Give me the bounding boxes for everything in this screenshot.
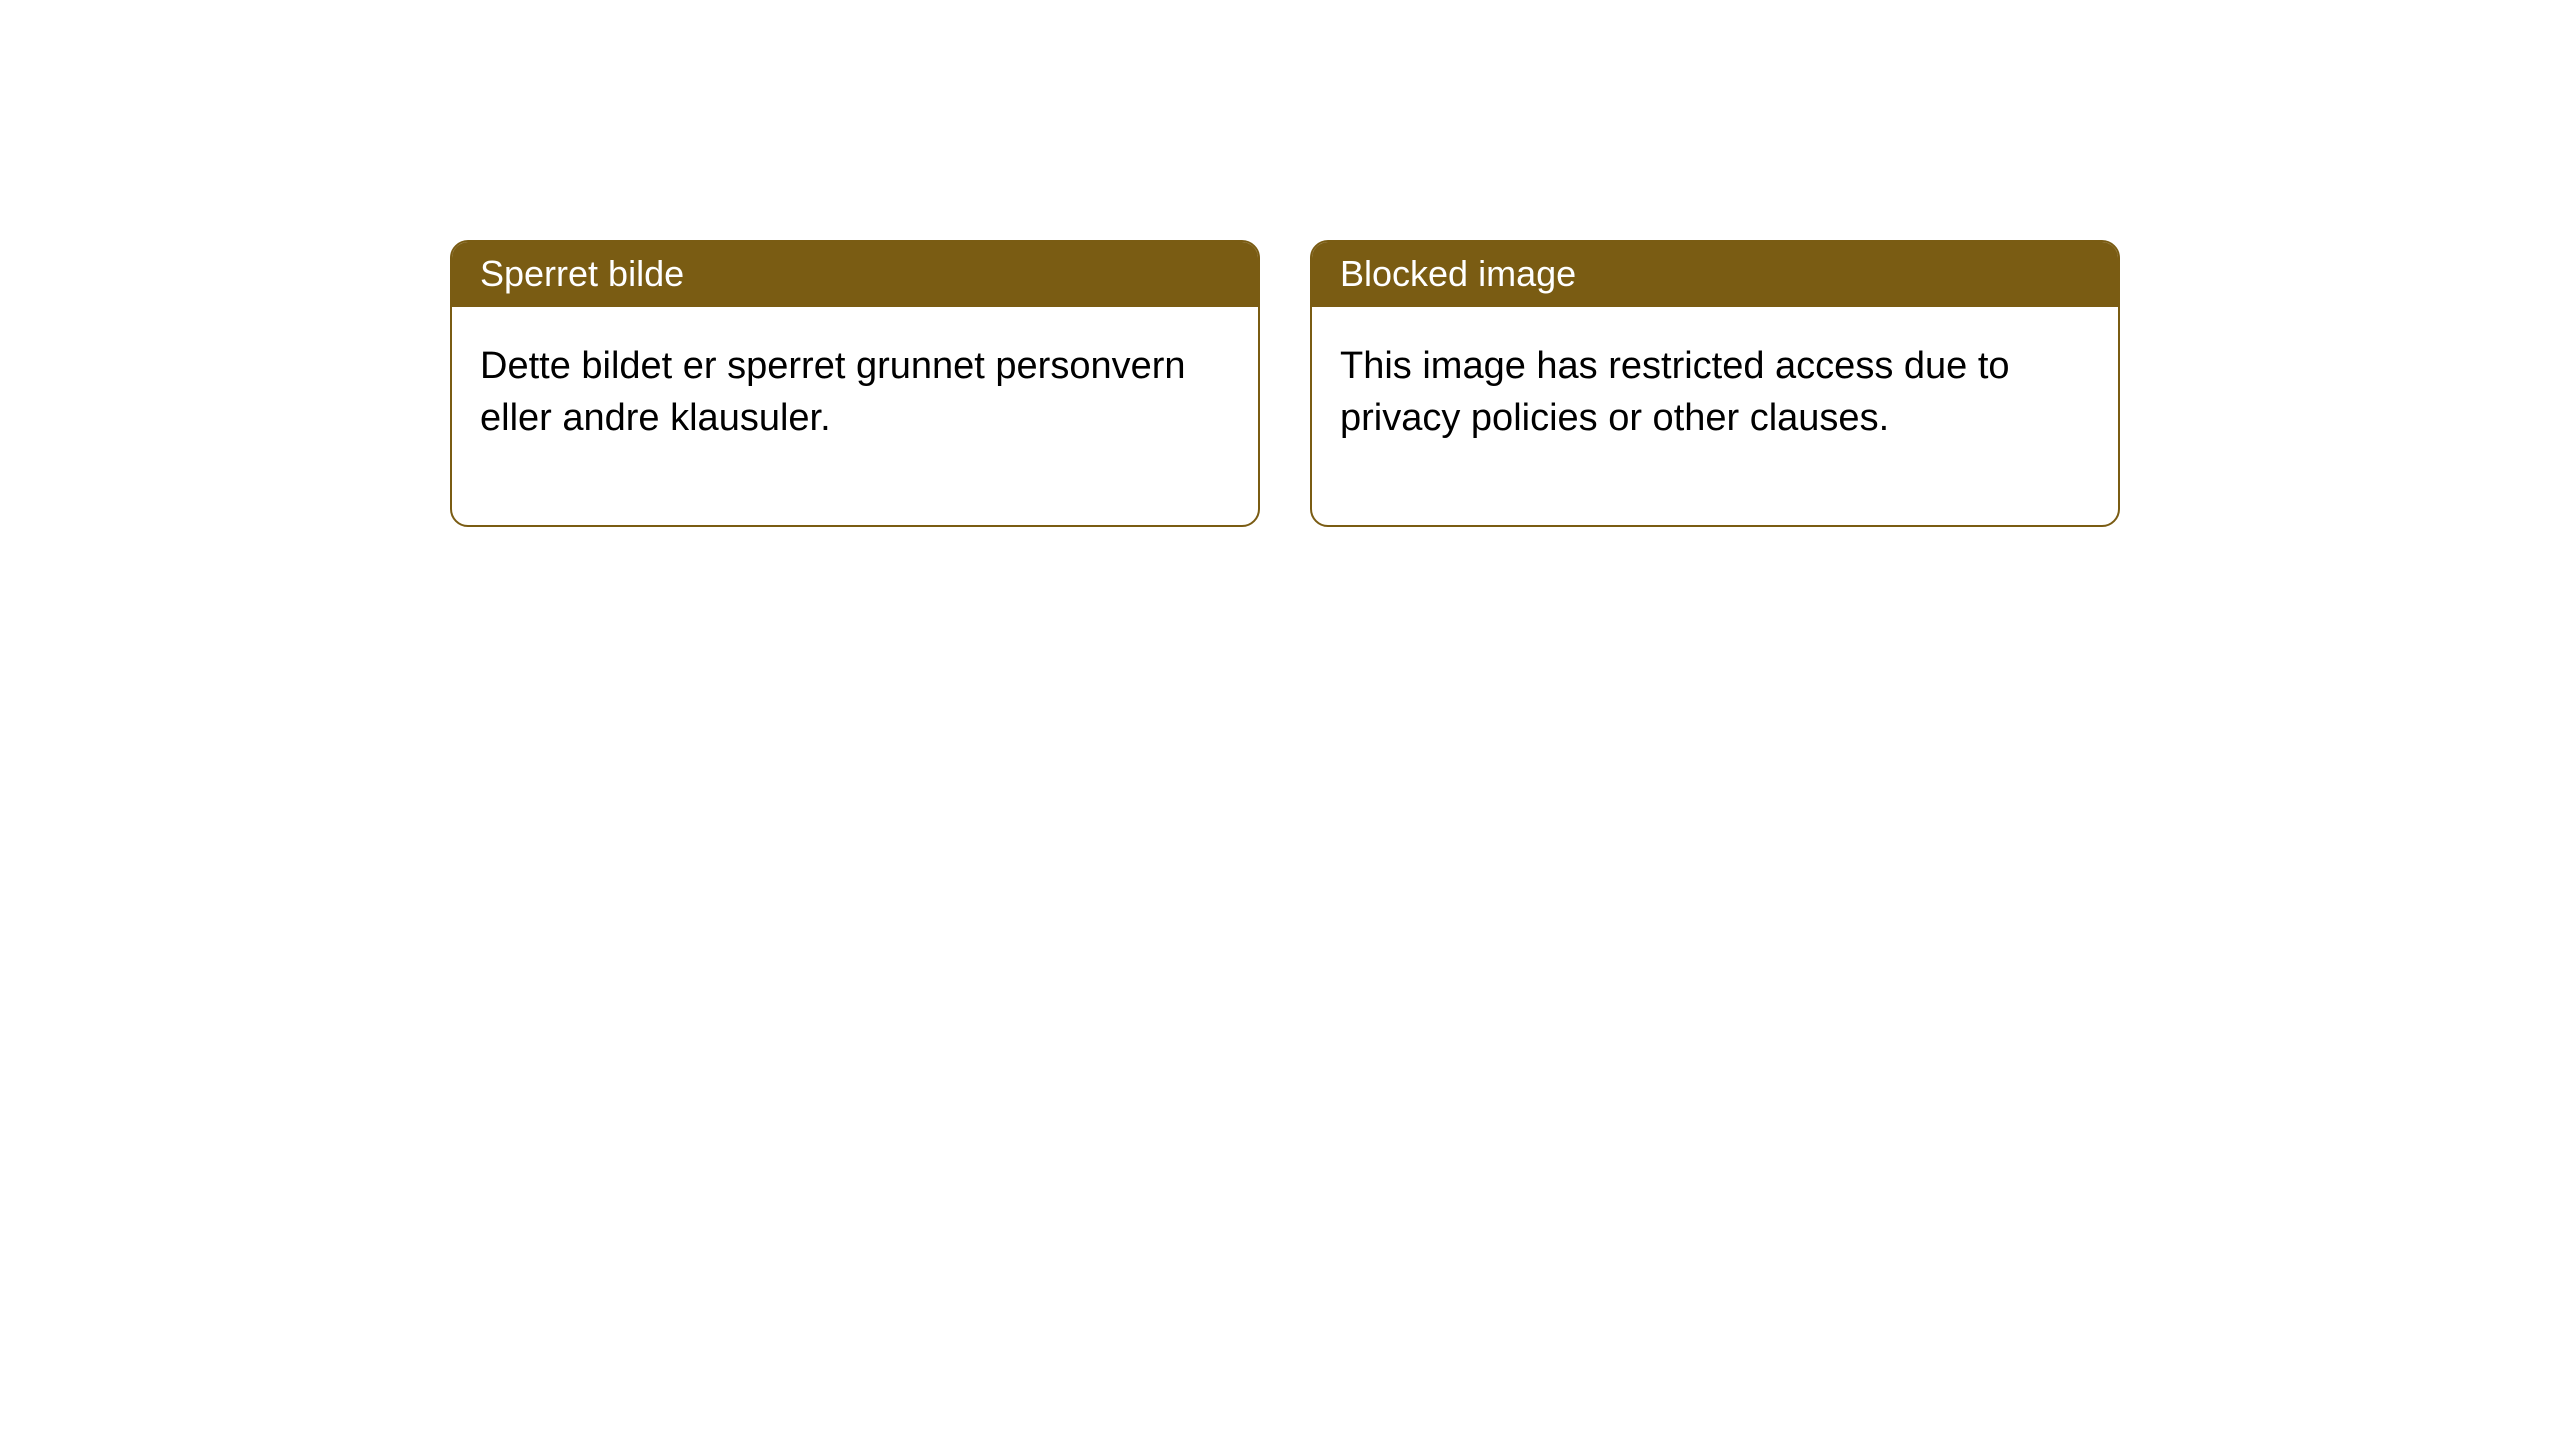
notice-card-english: Blocked image This image has restricted …: [1310, 240, 2120, 527]
notice-title-norwegian: Sperret bilde: [452, 242, 1258, 307]
notice-container: Sperret bilde Dette bildet er sperret gr…: [0, 0, 2560, 527]
notice-body-english: This image has restricted access due to …: [1312, 307, 2118, 524]
notice-body-norwegian: Dette bildet er sperret grunnet personve…: [452, 307, 1258, 524]
notice-card-norwegian: Sperret bilde Dette bildet er sperret gr…: [450, 240, 1260, 527]
notice-title-english: Blocked image: [1312, 242, 2118, 307]
